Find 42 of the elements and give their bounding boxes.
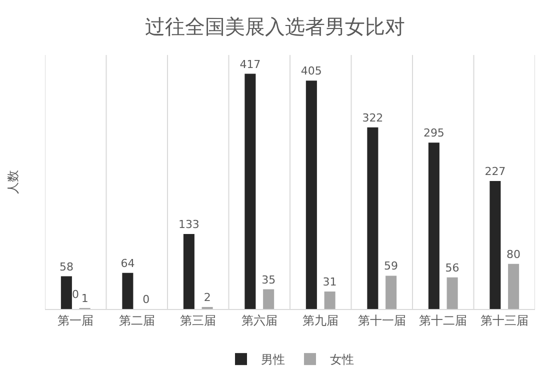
- bar: [508, 264, 520, 309]
- x-tick-label: 第十一届: [358, 313, 406, 328]
- data-label: 31: [322, 276, 337, 289]
- data-label: 133: [178, 218, 200, 231]
- y-axis-title: 人数: [6, 170, 20, 194]
- bar: [306, 80, 317, 309]
- data-label: 405: [300, 64, 322, 78]
- data-label: 64: [120, 256, 135, 270]
- bar: [490, 180, 501, 309]
- data-label: 417: [240, 58, 261, 71]
- annotation: 0: [72, 288, 79, 301]
- data-label: 2: [204, 291, 211, 304]
- bar: [263, 289, 274, 309]
- data-label: 0: [142, 293, 150, 306]
- x-tick-label: 第十三届: [480, 313, 528, 328]
- data-label: 59: [384, 260, 398, 273]
- bar: [428, 142, 440, 309]
- data-label: 322: [362, 111, 384, 124]
- bar: [122, 272, 134, 309]
- data-label: 227: [484, 164, 506, 178]
- legend-label: 女性: [330, 352, 354, 367]
- x-tick-label: 第十二届: [419, 313, 468, 328]
- x-tick-label: 第二届: [118, 313, 155, 328]
- x-tick-label: 第九届: [302, 313, 339, 328]
- data-label: 295: [423, 126, 444, 140]
- data-label: 80: [506, 248, 521, 261]
- bar: [60, 276, 72, 309]
- bar: [386, 276, 397, 309]
- data-label: 35: [262, 273, 276, 286]
- data-label: 58: [59, 260, 74, 274]
- bar: [244, 74, 256, 309]
- bar: [183, 234, 194, 309]
- x-tick-label: 第一届: [58, 313, 94, 328]
- x-tick-label: 第三届: [180, 313, 216, 328]
- x-tick-label: 第六届: [241, 313, 278, 328]
- bar: [367, 127, 378, 309]
- bar: [446, 277, 458, 309]
- legend-label: 男性: [261, 352, 285, 367]
- data-label: 56: [445, 261, 460, 274]
- data-label: 1: [81, 292, 88, 305]
- bar: [324, 292, 336, 309]
- chart-title: 过往全国美展入选者男女比对: [145, 14, 405, 38]
